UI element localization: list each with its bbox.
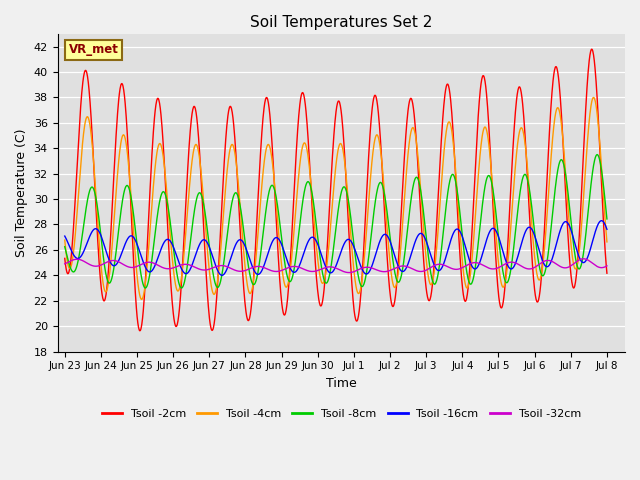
Text: VR_met: VR_met [69, 44, 119, 57]
Tsoil -32cm [103, 259, 111, 265]
Tsoil -8cm [291, 260, 299, 265]
Tsoil -16cm [291, 269, 299, 275]
Tsoil -4cm [312, 241, 320, 247]
Line: Tsoil -16cm: Tsoil -16cm [65, 221, 607, 276]
Tsoil -16cm [61, 233, 68, 239]
Tsoil -32cm [302, 267, 310, 273]
Tsoil -16cm [312, 238, 320, 244]
Tsoil -16cm [603, 227, 611, 232]
Tsoil -4cm [125, 164, 132, 170]
Line: Tsoil -2cm: Tsoil -2cm [65, 49, 607, 331]
Tsoil -2cm [312, 271, 320, 277]
Tsoil -16cm [218, 273, 226, 278]
Tsoil -16cm [598, 218, 605, 224]
Tsoil -4cm [303, 144, 310, 150]
Tsoil -32cm [291, 264, 299, 269]
Tsoil -4cm [61, 237, 68, 243]
Tsoil -2cm [303, 112, 310, 118]
Tsoil -4cm [370, 144, 378, 150]
Line: Tsoil -4cm: Tsoil -4cm [65, 97, 607, 300]
Tsoil -32cm [312, 268, 319, 274]
Tsoil -4cm [603, 239, 611, 245]
Tsoil -2cm [136, 328, 144, 334]
Title: Soil Temperatures Set 2: Soil Temperatures Set 2 [250, 15, 433, 30]
Line: Tsoil -32cm: Tsoil -32cm [65, 259, 607, 273]
Tsoil -32cm [580, 256, 588, 262]
Tsoil -16cm [370, 258, 378, 264]
Tsoil -32cm [125, 264, 132, 270]
Legend: Tsoil -2cm, Tsoil -4cm, Tsoil -8cm, Tsoil -16cm, Tsoil -32cm: Tsoil -2cm, Tsoil -4cm, Tsoil -8cm, Tsoi… [97, 405, 585, 423]
Tsoil -2cm [603, 270, 611, 276]
Tsoil -2cm [103, 287, 111, 292]
Tsoil -2cm [588, 46, 596, 52]
Y-axis label: Soil Temperature (C): Soil Temperature (C) [15, 129, 28, 257]
Tsoil -8cm [593, 152, 601, 157]
Tsoil -32cm [61, 261, 68, 267]
Tsoil -2cm [370, 96, 378, 101]
Tsoil -32cm [370, 266, 378, 272]
Tsoil -2cm [125, 158, 132, 164]
Tsoil -8cm [141, 285, 149, 291]
Tsoil -4cm [138, 297, 146, 302]
Tsoil -4cm [291, 214, 299, 220]
Tsoil -32cm [603, 263, 611, 269]
Tsoil -8cm [370, 211, 378, 217]
Tsoil -2cm [61, 255, 68, 261]
Tsoil -4cm [103, 288, 111, 293]
Tsoil -4cm [589, 95, 597, 100]
Line: Tsoil -8cm: Tsoil -8cm [65, 155, 607, 288]
Tsoil -8cm [312, 221, 320, 227]
Tsoil -32cm [345, 270, 353, 276]
Tsoil -8cm [61, 244, 68, 250]
Tsoil -2cm [291, 169, 299, 175]
Tsoil -8cm [103, 275, 111, 281]
Tsoil -16cm [303, 243, 310, 249]
Tsoil -16cm [103, 251, 111, 256]
Tsoil -8cm [303, 181, 310, 187]
X-axis label: Time: Time [326, 377, 356, 390]
Tsoil -16cm [125, 234, 132, 240]
Tsoil -8cm [603, 216, 611, 222]
Tsoil -8cm [125, 185, 132, 191]
